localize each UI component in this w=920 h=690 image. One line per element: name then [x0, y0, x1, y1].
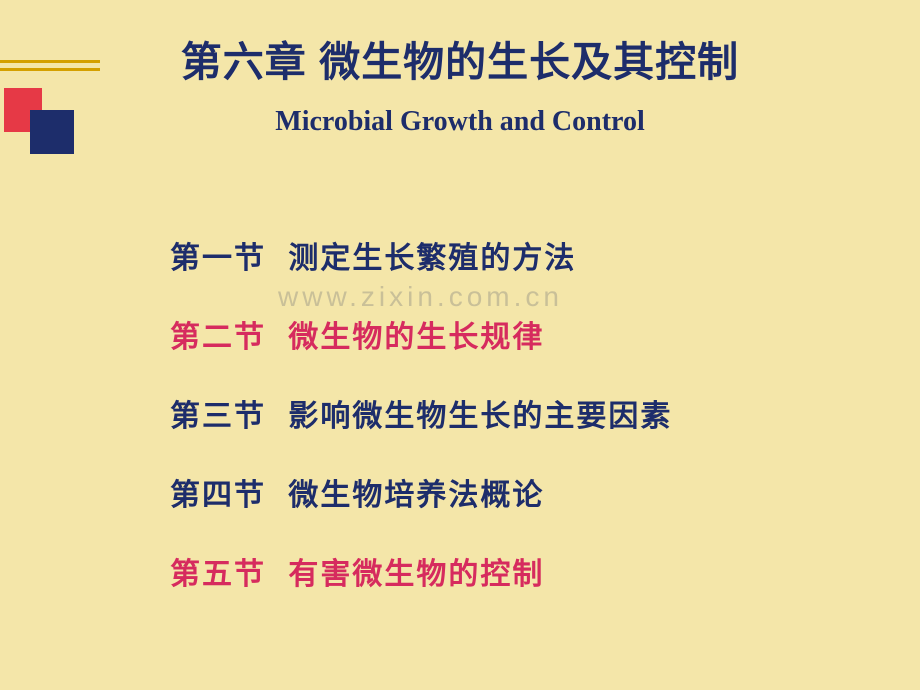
section-label: 第五节	[170, 549, 266, 593]
section-item: 第四节 微生物培养法概论	[170, 470, 920, 514]
section-label: 第一节	[170, 233, 266, 277]
chapter-title: 第六章 微生物的生长及其控制	[0, 0, 920, 88]
section-label: 第四节	[170, 470, 266, 514]
section-text: 微生物的生长规律	[288, 312, 544, 356]
section-item: 第三节 影响微生物生长的主要因素	[170, 391, 920, 435]
section-text: 有害微生物的控制	[288, 549, 544, 593]
deco-line	[0, 68, 100, 71]
section-label: 第二节	[170, 312, 266, 356]
section-label: 第三节	[170, 391, 266, 435]
section-item: 第一节 测定生长繁殖的方法	[170, 233, 920, 277]
section-item: 第五节 有害微生物的控制	[170, 549, 920, 593]
section-text: 测定生长繁殖的方法	[288, 233, 576, 277]
chapter-subtitle: Microbial Growth and Control	[0, 106, 920, 138]
deco-line	[0, 60, 100, 63]
deco-blue-square	[30, 110, 74, 154]
sections-list: 第一节 测定生长繁殖的方法 第二节 微生物的生长规律 第三节 影响微生物生长的主…	[170, 233, 920, 593]
section-item: 第二节 微生物的生长规律	[170, 312, 920, 356]
section-text: 影响微生物生长的主要因素	[288, 391, 672, 435]
section-text: 微生物培养法概论	[288, 470, 544, 514]
